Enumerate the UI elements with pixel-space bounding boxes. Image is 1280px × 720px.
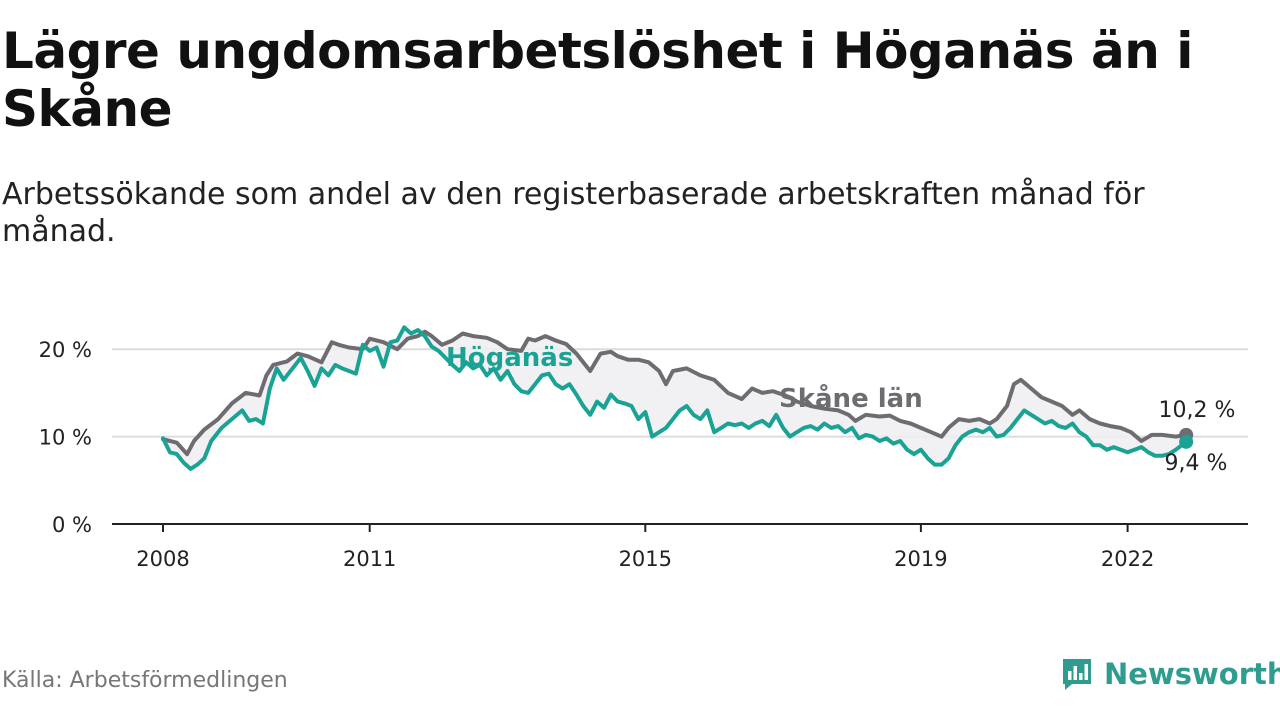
label-hoganas: Höganäs — [446, 343, 573, 373]
x-tick-label: 2015 — [619, 547, 672, 571]
x-tick-label: 2022 — [1101, 547, 1154, 571]
y-tick-label: 20 % — [39, 338, 92, 362]
end-markers — [1179, 427, 1194, 449]
source-note: Källa: Arbetsförmedlingen — [2, 668, 288, 693]
series-line-hoganas — [161, 325, 1189, 471]
line-chart: 0 % 10 % 20 % 2008 2011 2015 2019 2022 Höganäs… — [39, 325, 1248, 571]
newsworthy-logo-icon — [1063, 659, 1091, 690]
gridlines — [112, 348, 1248, 438]
x-tick-label: 2011 — [343, 547, 396, 571]
end-point-hoganas — [1179, 434, 1194, 449]
chart-subtitle: Arbetssökande som andel av den registerb… — [2, 177, 1145, 249]
end-value-hoganas: 9,4 % — [1165, 451, 1228, 476]
annotations: Höganäs Skåne län 10,2 % 9,4 % — [446, 343, 1235, 476]
brand-name: Newsworthy — [1104, 657, 1280, 691]
x-axis: 2008 2011 2015 2019 2022 — [112, 523, 1248, 571]
label-skane: Skåne län — [779, 382, 923, 414]
brand-logo[interactable]: Newsworthy — [1060, 654, 1280, 694]
y-axis-labels: 0 % 10 % 20 % — [39, 338, 92, 537]
y-tick-label: 0 % — [52, 513, 92, 537]
x-tick-label: 2008 — [136, 547, 189, 571]
y-tick-label: 10 % — [39, 426, 92, 450]
chart-title: Lägre ungdomsarbetslöshet i Höganäs än i… — [2, 22, 1193, 138]
end-value-skane: 10,2 % — [1159, 398, 1236, 423]
series-line-skane — [161, 329, 1189, 457]
x-tick-label: 2019 — [894, 547, 947, 571]
